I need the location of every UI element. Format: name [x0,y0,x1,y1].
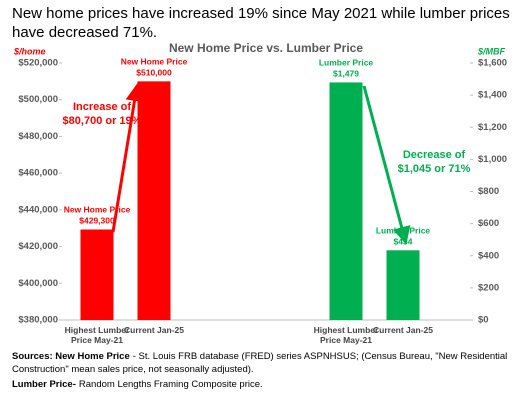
y2-tick-label: $800 [478,186,499,197]
annotation-box: Increase of $80,700 or 19% [62,101,142,127]
x-tick-label: Highest Lumber Price May-21 [313,325,379,345]
y2-tick-label: $1,000 [478,154,507,165]
value-label: $1,479 [333,69,359,79]
source-label: Lumber Price- [12,379,76,390]
y2-tick-label: $600 [478,218,499,229]
annotation-box: Decrease of $1,045 or 71% [397,149,471,175]
chart-title: New Home Price vs. Lumber Price [169,41,363,55]
bar [329,82,363,320]
y-tick-label: $520,000 [18,58,58,69]
bar [137,81,171,320]
y-tick-label: $500,000 [18,94,58,105]
x-tick-label-box: Current Jan-25 [373,325,433,335]
sources: Sources: New Home Price - St. Louis FRB d… [12,350,512,391]
y-tick-label: $420,000 [18,241,58,252]
source-line: Sources: New Home Price - St. Louis FRB d… [12,350,512,376]
x-tick-label: Current Jan-25 [124,325,184,335]
y2-axis-label: $/MBF [477,46,506,56]
headline: New home prices have increased 19% since… [12,5,510,41]
decrease-arrow [362,85,411,245]
x-tick-label-box: Current Jan-25 [124,325,184,335]
annotation: Decrease of $1,045 or 71% [397,149,471,175]
bar [80,229,114,320]
y2-tick-label: $1,600 [478,58,507,69]
source-line: Lumber Price- Random Lengths Framing Comp… [12,378,512,391]
increase-arrow [111,83,144,233]
y2-tick-label: $1,400 [478,90,507,101]
y2-tick-label: $400 [478,250,499,261]
value-label: $429,300 [79,216,115,226]
bar-series-label: New Home Price [121,57,188,67]
y-tick-label: $380,000 [18,315,58,326]
y2-tick-label: $0 [478,315,489,326]
source-text: - St. Louis FRB database (FRED) series A… [12,351,508,375]
annotation: Increase of $80,700 or 19% [62,101,142,127]
x-tick-label-box: Highest Lumber Price May-21 [313,325,379,345]
y2-tick-label: $1,200 [478,122,507,133]
chart: New Home Price vs. Lumber Price $/home $… [13,41,507,345]
bar-series-label: Lumber Price [376,226,431,236]
x-tick-label: Current Jan-25 [373,325,433,335]
bar-series-label: New Home Price [64,205,131,215]
y2-tick-label: $200 [478,282,499,293]
x-tick-label-box: Highest Lumber Price May-21 [64,325,130,345]
bar-series-label: Lumber Price [319,58,374,68]
source-label: Sources: New Home Price [12,351,130,362]
y-tick-label: $440,000 [18,204,58,215]
bar [386,250,420,320]
x-tick-label: Highest Lumber Price May-21 [64,325,130,345]
y-tick-label: $460,000 [18,168,58,179]
source-text: Random Lengths Framing Composite price. [78,379,263,390]
value-label: $510,000 [136,68,172,78]
y-tick-label: $480,000 [18,131,58,142]
y-tick-label: $400,000 [18,278,58,289]
value-label: $434 [394,237,413,247]
y-axis-label: $/home [13,46,46,56]
